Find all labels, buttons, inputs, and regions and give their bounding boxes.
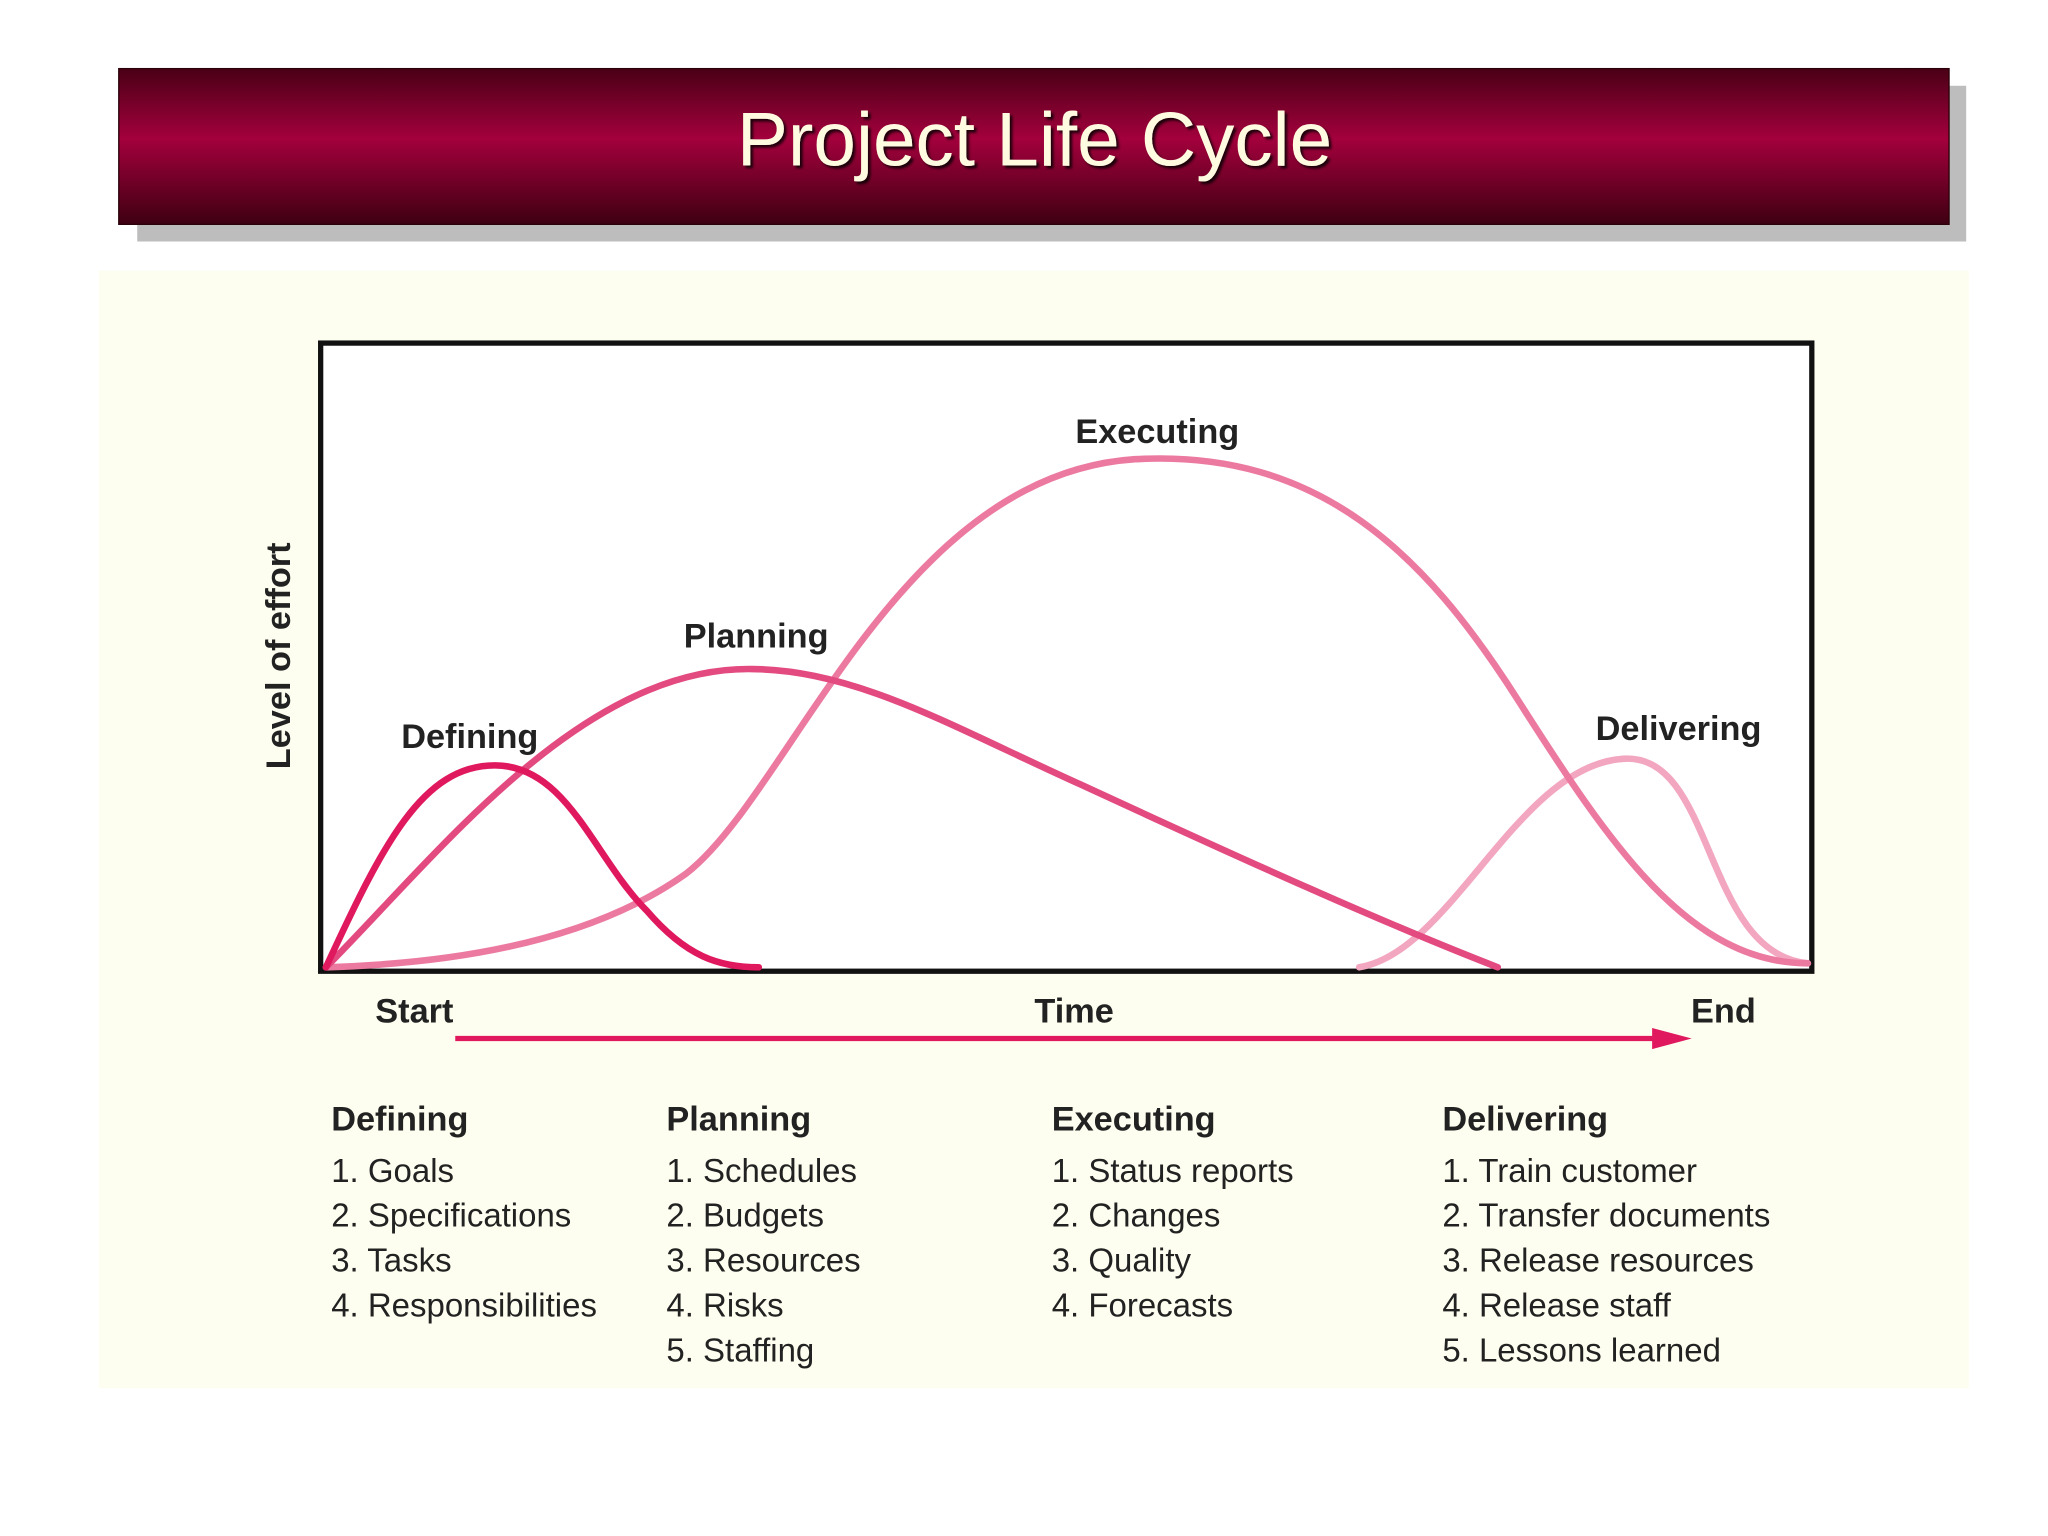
phase-item: 4. Release staff <box>1442 1286 1671 1323</box>
y-axis-label: Level of effort <box>260 542 298 769</box>
chart-frame <box>318 340 1815 974</box>
arrow-head <box>1652 1027 1692 1050</box>
phase-item: 3. Release resources <box>1442 1242 1754 1279</box>
phase-heading: Executing <box>1052 1101 1216 1139</box>
phase-item: 2. Budgets <box>666 1197 824 1234</box>
phase-item: 5. Staffing <box>666 1331 814 1368</box>
end-label: End <box>1691 993 1756 1031</box>
curve-label: Executing <box>1075 413 1239 451</box>
title: Project Life Cycle <box>737 97 1332 182</box>
phase-item: 3. Tasks <box>331 1242 451 1279</box>
phase-item: 4. Risks <box>666 1286 783 1323</box>
phase-item: 1. Train customer <box>1442 1152 1697 1189</box>
phase-item: 2. Transfer documents <box>1442 1197 1770 1234</box>
phase-item: 2. Changes <box>1052 1197 1221 1234</box>
phase-item: 3. Quality <box>1052 1242 1192 1279</box>
planning-curve <box>322 665 1502 971</box>
phase-item: 1. Goals <box>331 1152 454 1189</box>
phase-item: 4. Forecasts <box>1052 1286 1233 1323</box>
curve-label: Delivering <box>1596 710 1762 748</box>
phase-heading: Delivering <box>1442 1101 1608 1139</box>
phase-item: 1. Status reports <box>1052 1152 1294 1189</box>
x-axis-label: Time <box>1034 993 1113 1031</box>
phase-heading: Defining <box>331 1101 468 1139</box>
curve-label: Planning <box>684 618 829 656</box>
phase-item: 2. Specifications <box>331 1197 571 1234</box>
phase-item: 3. Resources <box>666 1242 860 1279</box>
phase-heading: Planning <box>666 1101 811 1139</box>
phase-lists: Defining 1. Goals 2. Specifications 3. Task… <box>331 1101 1770 1369</box>
defining-curve <box>322 762 763 971</box>
phase-item: 1. Schedules <box>666 1152 857 1189</box>
start-label: Start <box>375 993 453 1031</box>
executing-curve <box>322 455 1812 971</box>
phase-item: 4. Responsibilities <box>331 1286 597 1323</box>
curve-label: Defining <box>401 718 538 756</box>
title-bar <box>118 67 1950 225</box>
delivering-curve <box>1355 755 1812 971</box>
phase-item: 5. Lessons learned <box>1442 1331 1721 1368</box>
